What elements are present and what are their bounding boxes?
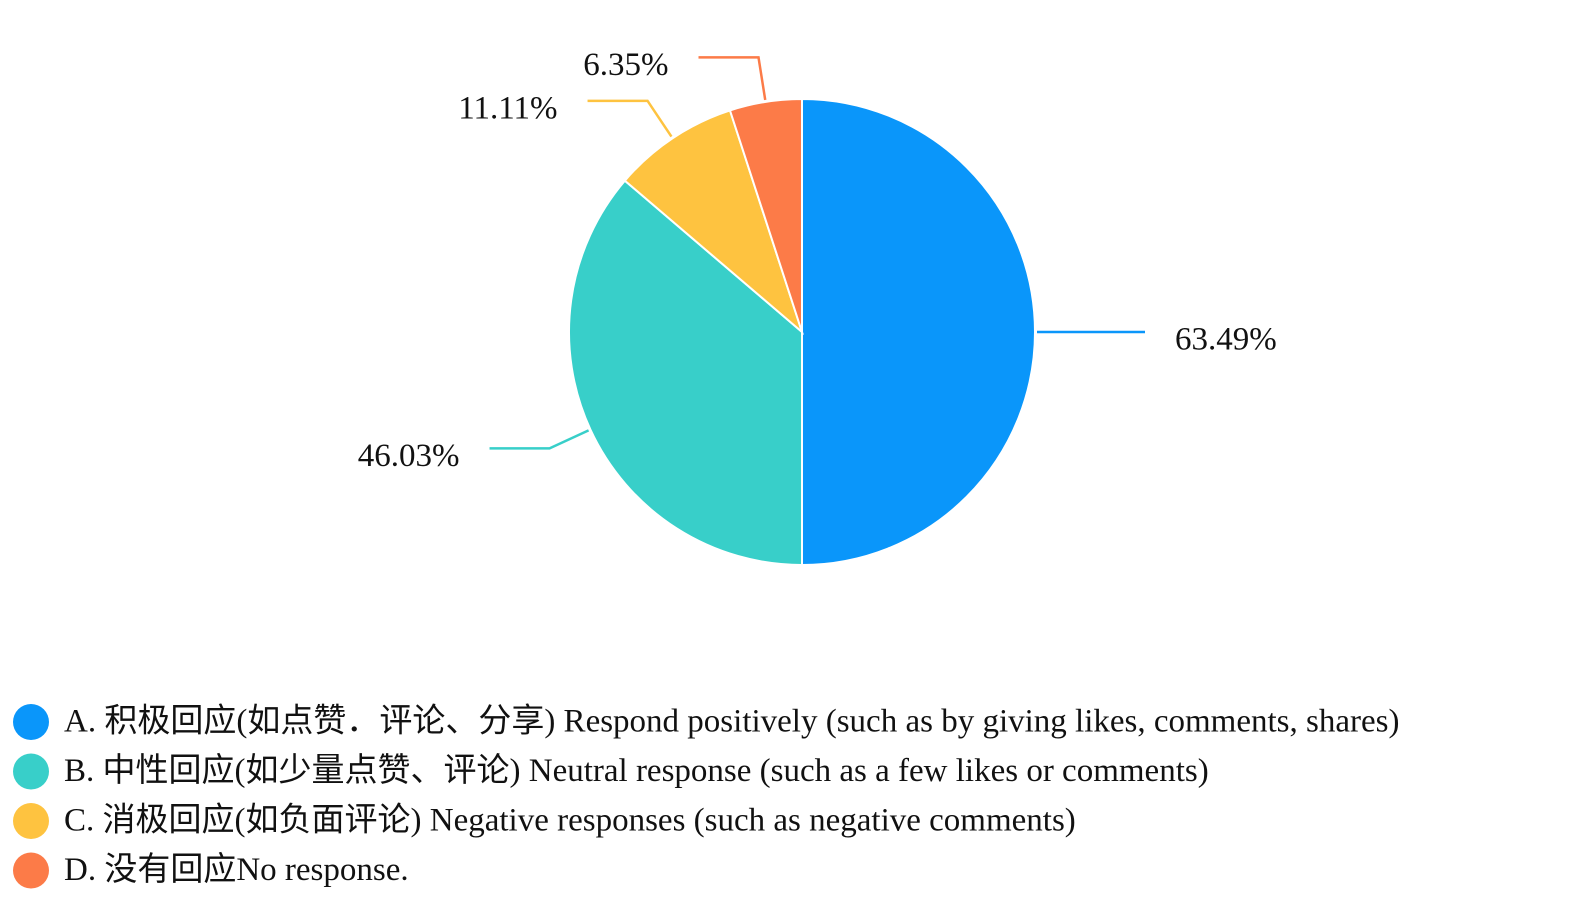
data-label: 46.03%: [358, 438, 460, 474]
pie-slice: [728, 97, 803, 333]
data-label: 6.35%: [583, 47, 668, 83]
legend-marker: [13, 803, 49, 839]
leader-line: [489, 429, 590, 450]
leader-line: [587, 99, 673, 138]
legend-marker: [13, 852, 49, 889]
legend-label: D. 没有回应No response.: [64, 851, 409, 888]
legend-label: B. 中性回应(如少量点赞、评论) Neutral response (such…: [64, 752, 1209, 789]
legend-label: C. 消极回应(如负面评论) Negative responses (such …: [64, 802, 1076, 839]
data-label: 11.11%: [458, 90, 557, 126]
legend-marker: [13, 704, 49, 740]
legend-label: A. 积极回应(如点赞．评论、分享) Respond positively (s…: [64, 703, 1399, 740]
pie-slice: [568, 179, 803, 567]
data-label: 63.49%: [1175, 322, 1277, 358]
leader-line: [698, 56, 767, 101]
legend-marker: [13, 753, 49, 790]
pie-slice: [623, 109, 805, 336]
pie-slice: [801, 97, 1036, 567]
